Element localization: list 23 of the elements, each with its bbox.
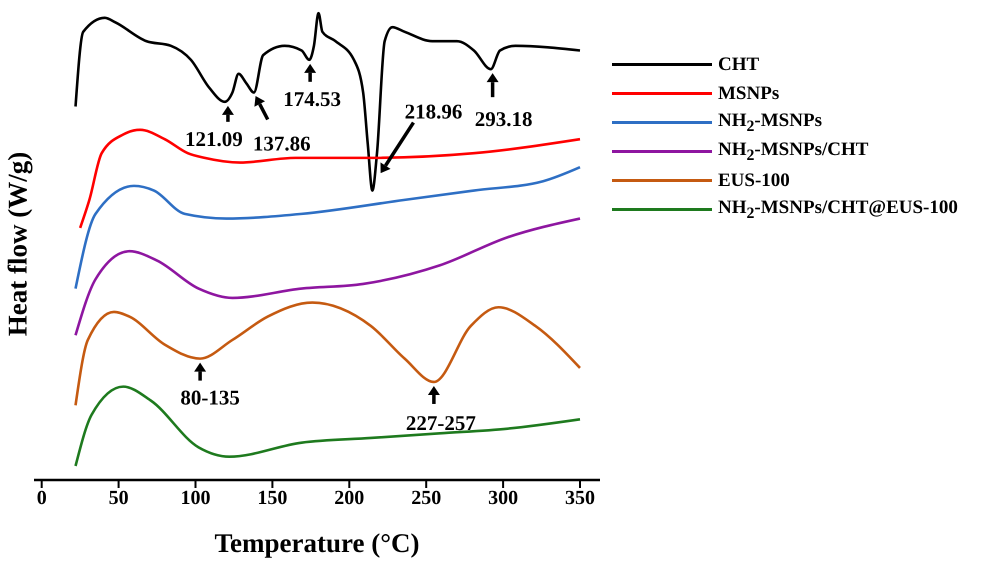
text: NH$_{2}$-MSNPs/CHT@EUS-100 <box>718 196 958 222</box>
text: CHT <box>718 54 760 76</box>
annotation: 227-257 <box>406 410 476 435</box>
x-tick-label: 150 <box>257 487 288 510</box>
text: NH$_{2}$-MSNPs <box>718 110 822 136</box>
x-tick-label: 350 <box>565 487 596 510</box>
text: NH$_{2}$-MSNPs/CHT <box>718 138 868 164</box>
y-axis-title: Heat flow (W/g) <box>2 152 33 336</box>
x-tick-label: 50 <box>108 487 129 510</box>
text: MSNPs <box>718 82 780 104</box>
annotation: 137.86 <box>252 132 311 156</box>
x-tick-label: 250 <box>411 487 442 510</box>
x-tick-label: 100 <box>180 487 210 510</box>
x-tick-label: 300 <box>488 487 518 510</box>
x-tick-label: 0 <box>36 487 47 510</box>
annotation: 293.18 <box>474 107 532 132</box>
annotation: 218.96 <box>404 100 462 124</box>
annotation: 174.53 <box>283 86 341 111</box>
annotation: 121.09 <box>185 126 243 151</box>
x-tick-label: 200 <box>334 487 364 510</box>
text: EUS-100 <box>718 170 790 192</box>
x-axis-title: Temperature (°C) <box>214 528 420 558</box>
annotation: 80-135 <box>180 386 240 410</box>
